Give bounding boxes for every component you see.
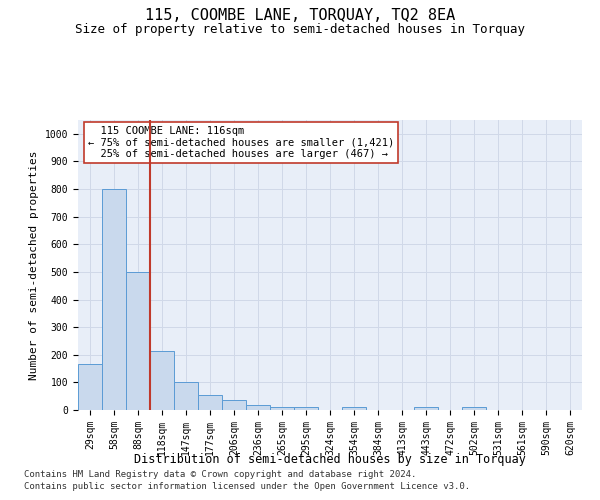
Bar: [342, 407, 366, 410]
Bar: [126, 272, 150, 410]
Bar: [270, 407, 294, 410]
Bar: [462, 407, 486, 410]
Text: 115 COOMBE LANE: 116sqm
← 75% of semi-detached houses are smaller (1,421)
  25% : 115 COOMBE LANE: 116sqm ← 75% of semi-de…: [88, 126, 394, 159]
Bar: [102, 189, 126, 410]
Bar: [246, 405, 270, 410]
Bar: [174, 382, 198, 410]
Bar: [150, 350, 174, 410]
Bar: [294, 407, 318, 410]
Bar: [222, 400, 246, 410]
Y-axis label: Number of semi-detached properties: Number of semi-detached properties: [29, 150, 39, 380]
Text: Contains HM Land Registry data © Crown copyright and database right 2024.: Contains HM Land Registry data © Crown c…: [24, 470, 416, 479]
Text: Distribution of semi-detached houses by size in Torquay: Distribution of semi-detached houses by …: [134, 452, 526, 466]
Text: Size of property relative to semi-detached houses in Torquay: Size of property relative to semi-detach…: [75, 22, 525, 36]
Text: Contains public sector information licensed under the Open Government Licence v3: Contains public sector information licen…: [24, 482, 470, 491]
Bar: [78, 364, 102, 410]
Bar: [198, 395, 222, 410]
Bar: [414, 407, 438, 410]
Text: 115, COOMBE LANE, TORQUAY, TQ2 8EA: 115, COOMBE LANE, TORQUAY, TQ2 8EA: [145, 8, 455, 22]
